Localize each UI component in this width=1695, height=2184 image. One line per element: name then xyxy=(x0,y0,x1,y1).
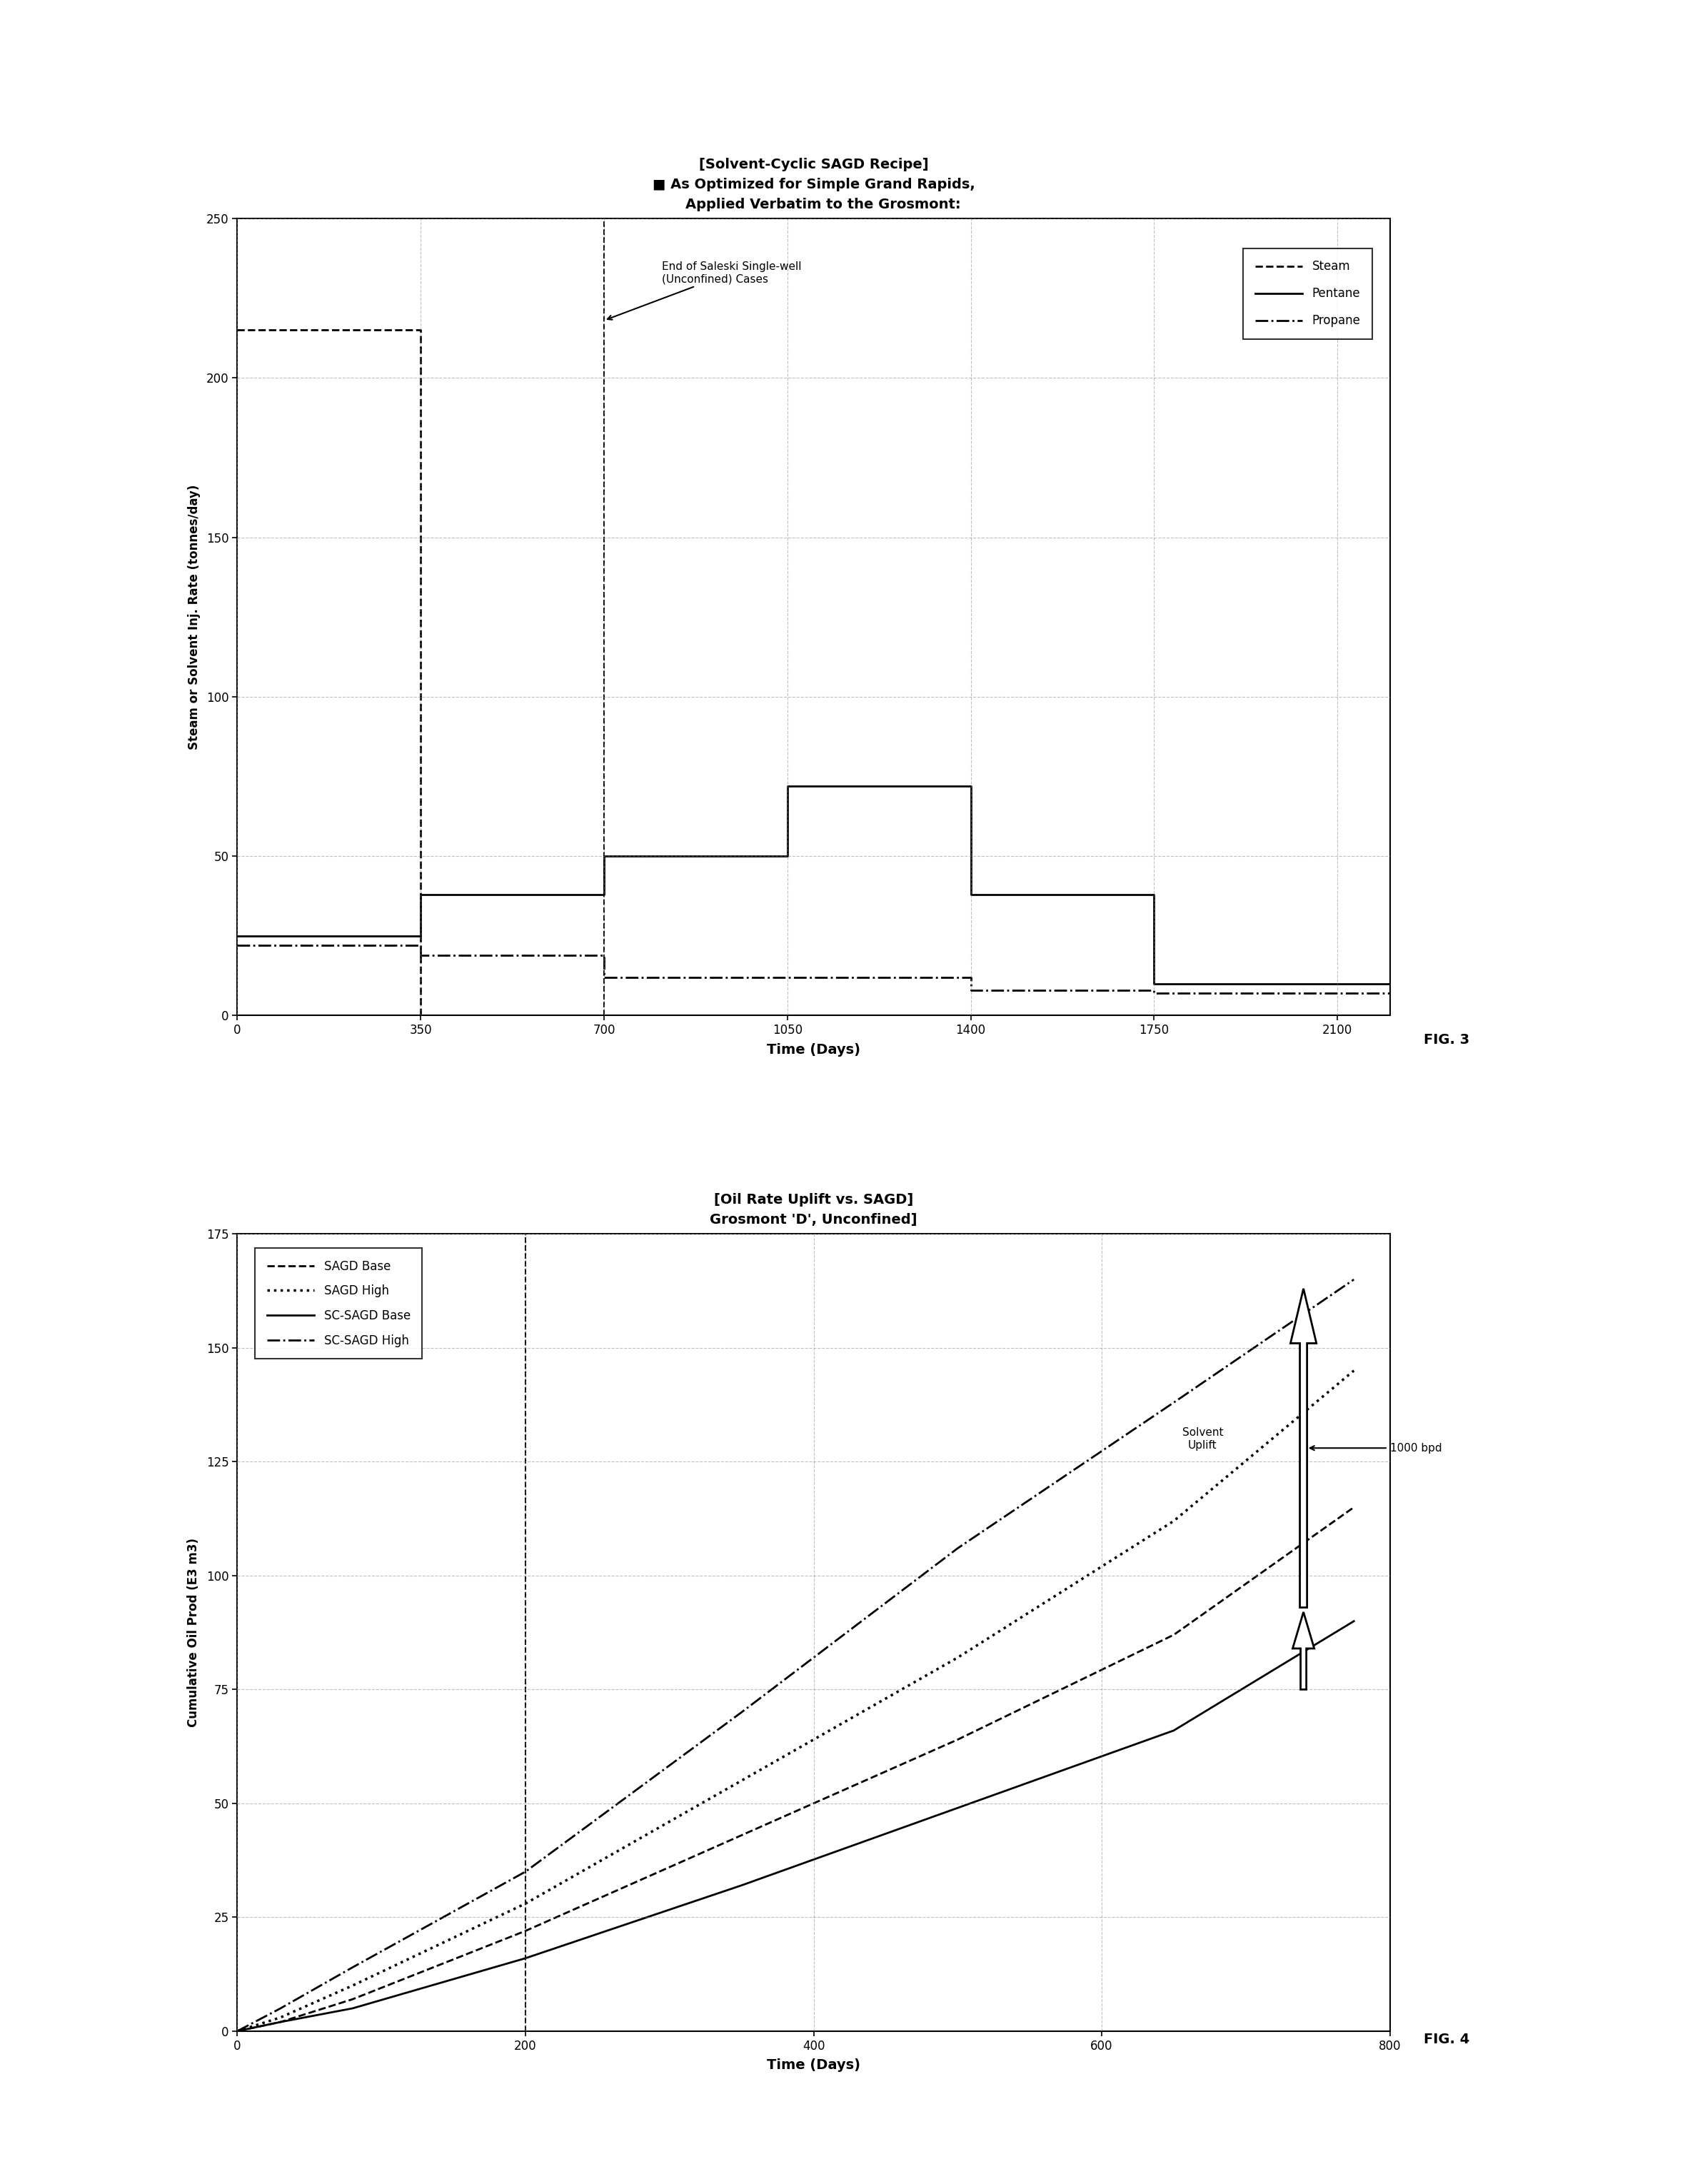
SAGD High xyxy=(515,1891,536,1918)
Propane xyxy=(961,963,981,989)
Propane xyxy=(227,933,247,959)
Pentane xyxy=(227,922,247,948)
Line: Propane: Propane xyxy=(237,946,1390,994)
SAGD Base xyxy=(227,2018,247,2044)
Text: FIG. 3: FIG. 3 xyxy=(1424,1033,1470,1046)
SAGD Base xyxy=(1344,1494,1364,1520)
Line: SAGD High: SAGD High xyxy=(237,1372,1354,2031)
Steam xyxy=(1144,1002,1164,1029)
SAGD Base xyxy=(732,1821,753,1848)
Pentane xyxy=(778,843,798,869)
Text: Solvent
Uplift: Solvent Uplift xyxy=(1181,1428,1224,1450)
SAGD Base xyxy=(515,1918,536,1944)
Steam xyxy=(961,1002,981,1029)
SAGD Base xyxy=(948,1728,968,1754)
Line: SAGD Base: SAGD Base xyxy=(237,1507,1354,2031)
SC-SAGD High xyxy=(270,1996,292,2022)
Propane xyxy=(410,941,431,968)
Steam xyxy=(227,317,247,343)
SC-SAGD Base xyxy=(515,1946,536,1972)
Pentane xyxy=(1144,882,1164,909)
FancyArrow shape xyxy=(1293,1612,1314,1690)
Line: Steam: Steam xyxy=(237,330,1390,1016)
Pentane xyxy=(1380,970,1400,996)
SC-SAGD Base xyxy=(342,1996,363,2022)
SC-SAGD High xyxy=(732,1699,753,1725)
SC-SAGD High xyxy=(342,1955,363,1981)
SAGD High xyxy=(948,1645,968,1671)
SAGD Base xyxy=(342,1985,363,2011)
Text: 1000 bpd: 1000 bpd xyxy=(1310,1444,1442,1452)
Y-axis label: Steam or Solvent Inj. Rate (tonnes/day): Steam or Solvent Inj. Rate (tonnes/day) xyxy=(188,485,200,749)
Steam xyxy=(410,1002,431,1029)
SC-SAGD High xyxy=(948,1535,968,1562)
SC-SAGD Base xyxy=(227,2018,247,2044)
Steam xyxy=(410,317,431,343)
Propane xyxy=(961,976,981,1002)
Pentane xyxy=(961,882,981,909)
SC-SAGD Base xyxy=(270,2009,292,2035)
Text: FIG. 4: FIG. 4 xyxy=(1424,2033,1470,2046)
Title: [Solvent-Cyclic SAGD Recipe]
■ As Optimized for Simple Grand Rapids,
    Applied: [Solvent-Cyclic SAGD Recipe] ■ As Optimi… xyxy=(653,157,975,212)
SC-SAGD High xyxy=(227,2018,247,2044)
Steam xyxy=(593,1002,614,1029)
Propane xyxy=(1380,981,1400,1007)
Steam xyxy=(593,1002,614,1029)
Line: SC-SAGD Base: SC-SAGD Base xyxy=(237,1621,1354,2031)
Text: End of Saleski Single-well
(Unconfined) Cases: End of Saleski Single-well (Unconfined) … xyxy=(607,262,802,319)
Steam xyxy=(1380,1002,1400,1029)
Pentane xyxy=(961,773,981,799)
Line: Pentane: Pentane xyxy=(237,786,1390,983)
SC-SAGD Base xyxy=(1344,1607,1364,1634)
Pentane xyxy=(410,922,431,948)
SAGD High xyxy=(227,2018,247,2044)
Steam xyxy=(961,1002,981,1029)
X-axis label: Time (Days): Time (Days) xyxy=(766,2057,861,2073)
FancyArrow shape xyxy=(1290,1289,1317,1607)
SC-SAGD High xyxy=(1344,1267,1364,1293)
Legend: SAGD Base, SAGD High, SC-SAGD Base, SC-SAGD High: SAGD Base, SAGD High, SC-SAGD Base, SC-S… xyxy=(254,1247,422,1358)
SAGD Base xyxy=(1163,1623,1183,1649)
Y-axis label: Cumulative Oil Prod (E3 m3): Cumulative Oil Prod (E3 m3) xyxy=(188,1538,200,1728)
Pentane xyxy=(778,773,798,799)
Steam xyxy=(1144,1002,1164,1029)
SAGD High xyxy=(270,2005,292,2031)
Propane xyxy=(410,933,431,959)
SC-SAGD High xyxy=(515,1859,536,1885)
Propane xyxy=(1144,981,1164,1007)
SC-SAGD Base xyxy=(1163,1717,1183,1743)
SAGD High xyxy=(1163,1507,1183,1533)
Pentane xyxy=(593,843,614,869)
Pentane xyxy=(410,882,431,909)
Pentane xyxy=(593,882,614,909)
Legend: Steam, Pentane, Propane: Steam, Pentane, Propane xyxy=(1242,249,1373,339)
Line: SC-SAGD High: SC-SAGD High xyxy=(237,1280,1354,2031)
Propane xyxy=(593,963,614,989)
SC-SAGD Base xyxy=(948,1795,968,1821)
SAGD High xyxy=(342,1972,363,1998)
Title: [Oil Rate Uplift vs. SAGD]
Grosmont 'D', Unconfined]: [Oil Rate Uplift vs. SAGD] Grosmont 'D',… xyxy=(710,1192,917,1227)
Propane xyxy=(778,963,798,989)
X-axis label: Time (Days): Time (Days) xyxy=(766,1042,861,1057)
SAGD High xyxy=(732,1767,753,1793)
Propane xyxy=(778,963,798,989)
Pentane xyxy=(1144,970,1164,996)
SAGD High xyxy=(1344,1358,1364,1385)
SC-SAGD Base xyxy=(732,1872,753,1898)
SAGD Base xyxy=(270,2009,292,2035)
Propane xyxy=(593,941,614,968)
Propane xyxy=(1144,976,1164,1002)
SC-SAGD High xyxy=(1163,1389,1183,1415)
